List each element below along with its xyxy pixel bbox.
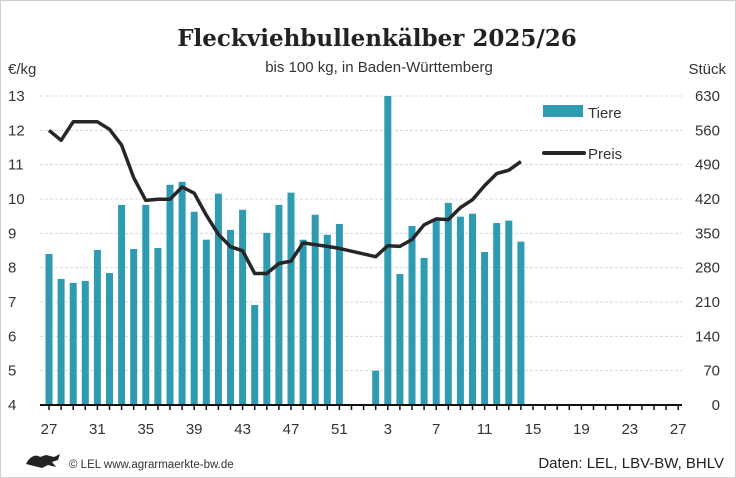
bar-week-41 <box>214 193 222 405</box>
bar-week-35 <box>142 204 150 405</box>
y-tick-left: 4 <box>8 397 16 414</box>
bar-week-44 <box>251 304 259 405</box>
bar-week-27 <box>45 253 53 405</box>
bar-week-6 <box>420 257 428 405</box>
y-tick-left: 8 <box>8 260 16 277</box>
x-tick-label: 31 <box>89 421 106 438</box>
bar-week-33 <box>118 204 126 405</box>
x-tick-label: 43 <box>234 421 251 438</box>
bar-week-4 <box>396 274 404 405</box>
x-tick-label: 39 <box>186 421 203 438</box>
bar-week-49 <box>311 214 319 405</box>
legend-label-preis: Preis <box>588 146 622 163</box>
y-axis-left-label: €/kg <box>8 61 36 78</box>
bar-week-45 <box>263 232 271 405</box>
y-tick-right: 0 <box>712 397 720 414</box>
bar-week-48 <box>299 239 307 405</box>
bar-week-39 <box>190 211 198 405</box>
data-source: Daten: LEL, LBV-BW, BHLV <box>538 455 724 472</box>
y-tick-right: 350 <box>695 225 720 242</box>
y-tick-right: 140 <box>695 328 720 345</box>
y-tick-left: 7 <box>8 294 16 311</box>
x-tick-label: 35 <box>137 421 154 438</box>
x-tick-label: 3 <box>384 421 392 438</box>
bar-week-46 <box>275 204 283 405</box>
legend-swatch-tiere <box>543 105 583 117</box>
bar-week-8 <box>444 202 452 405</box>
line-preis <box>47 120 522 276</box>
x-tick-label: 7 <box>432 421 440 438</box>
bar-week-30 <box>81 280 89 405</box>
bar-week-3 <box>384 96 392 405</box>
bar-week-9 <box>456 216 464 405</box>
legend-label-tiere: Tiere <box>588 105 622 122</box>
y-tick-left: 6 <box>8 328 16 345</box>
x-tick-label: 19 <box>573 421 590 438</box>
x-tick-label: 47 <box>283 421 300 438</box>
bar-week-50 <box>323 234 331 405</box>
bar-week-5 <box>408 225 416 405</box>
chart-title: Fleckviehbullenkälber 2025/26 <box>177 25 577 52</box>
bar-week-7 <box>432 220 440 405</box>
bar-week-13 <box>505 220 513 405</box>
y-tick-left: 13 <box>8 88 25 105</box>
y-tick-left: 11 <box>8 157 24 174</box>
y-tick-left: 10 <box>8 191 25 208</box>
bar-week-42 <box>227 229 234 405</box>
x-tick-label: 11 <box>477 421 493 438</box>
y-tick-right: 70 <box>703 363 720 380</box>
y-tick-right: 280 <box>695 260 720 277</box>
bar-week-12 <box>493 223 501 405</box>
lion-logo <box>26 454 60 468</box>
bar-week-29 <box>69 282 77 405</box>
y-tick-right: 560 <box>695 122 720 139</box>
y-tick-right: 420 <box>695 191 720 208</box>
bar-week-40 <box>202 239 210 405</box>
bar-week-11 <box>481 251 489 405</box>
y-tick-left: 12 <box>8 122 25 139</box>
y-tick-right: 210 <box>695 294 720 311</box>
bar-week-51 <box>335 224 343 405</box>
bar-week-47 <box>287 192 295 405</box>
bar-week-43 <box>239 209 247 405</box>
bar-week-31 <box>93 250 101 405</box>
x-tick-label: 51 <box>331 421 348 438</box>
bar-week-2 <box>372 370 380 405</box>
bar-week-14 <box>517 241 525 405</box>
bar-week-37 <box>166 184 174 405</box>
y-tick-left: 5 <box>8 363 16 380</box>
bar-week-34 <box>130 249 138 405</box>
y-tick-right: 630 <box>695 88 720 105</box>
legend: Tiere Preis <box>542 105 622 163</box>
copyright: © LEL www.agrarmaerkte-bw.de <box>69 459 234 471</box>
y-axis-right-label: Stück <box>688 61 726 78</box>
bar-week-10 <box>469 213 476 405</box>
x-tick-label: 27 <box>670 421 687 438</box>
chart-subtitle: bis 100 kg, in Baden-Württemberg <box>265 59 493 76</box>
bar-week-28 <box>57 278 65 405</box>
y-tick-left: 9 <box>8 225 16 242</box>
bar-week-38 <box>178 181 186 405</box>
bar-week-32 <box>106 273 113 405</box>
x-tick-label: 15 <box>525 421 542 438</box>
x-tick-label: 23 <box>621 421 638 438</box>
bar-week-36 <box>154 248 162 405</box>
x-tick-label: 27 <box>41 421 58 438</box>
y-tick-right: 490 <box>695 157 720 174</box>
